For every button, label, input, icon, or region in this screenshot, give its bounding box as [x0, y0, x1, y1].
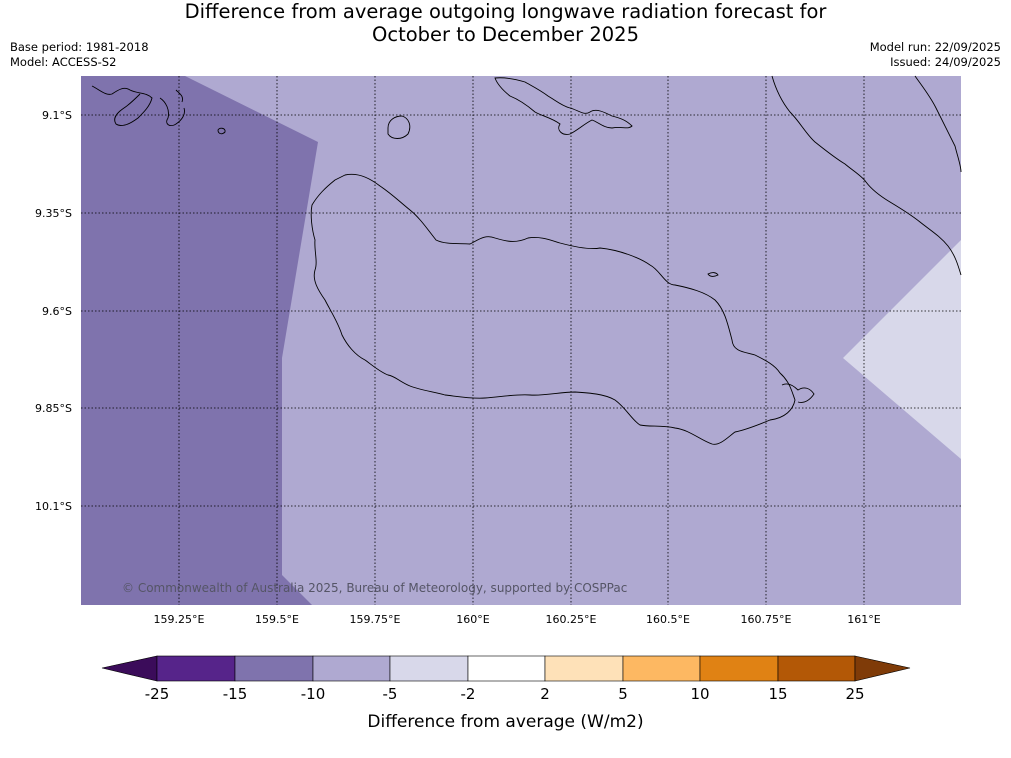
lat-label: 9.35°S — [35, 207, 72, 220]
lon-label: 160.75°E — [741, 613, 792, 626]
colorbar-label: Difference from average (W/m2) — [367, 712, 644, 732]
colorbar-tick: -10 — [301, 685, 326, 703]
lat-label: 10.1°S — [35, 500, 72, 513]
meta-right: Model run: 22/09/2025 Issued: 24/09/2025 — [870, 40, 1001, 70]
colorbar-segment — [622, 655, 701, 682]
lon-label: 160.5°E — [646, 613, 690, 626]
colorbar-extend-high — [854, 655, 911, 682]
coastline-russell-islands — [91, 85, 185, 127]
lon-label: 159.25°E — [154, 613, 205, 626]
coastline-malaita — [771, 75, 962, 276]
coastlines — [91, 75, 962, 445]
coastline-small-island-2 — [707, 272, 719, 277]
colorbar-segment — [156, 655, 236, 682]
coastline-guadalcanal — [310, 173, 796, 445]
title-line-2: October to December 2025 — [372, 23, 639, 46]
lon-label: 161°E — [847, 613, 880, 626]
colorbar-segment — [234, 655, 314, 682]
colorbar-ticks: -25 -15 -10 -5 -2 2 5 10 15 25 — [145, 685, 865, 703]
coastline-gela-islands — [494, 77, 633, 135]
colorbar-segment — [312, 655, 391, 682]
lat-label: 9.85°S — [35, 402, 72, 415]
coastline-small-island-1 — [217, 127, 226, 135]
lat-label: 9.6°S — [42, 305, 72, 318]
colorbar-tick: -5 — [383, 685, 398, 703]
lon-label: 159.5°E — [255, 613, 299, 626]
colorbar-tick: -2 — [461, 685, 476, 703]
lon-label: 160.25°E — [546, 613, 597, 626]
colorbar-tick: 25 — [845, 685, 864, 703]
colorbar-segment — [467, 655, 546, 682]
copyright-notice: © Commonwealth of Australia 2025, Bureau… — [122, 581, 627, 595]
colorbar-extend-low — [101, 655, 158, 682]
lat-label: 9.1°S — [42, 109, 72, 122]
lon-label: 160°E — [456, 613, 489, 626]
title-line-1: Difference from average outgoing longwav… — [184, 0, 827, 23]
colorbar-tick: -15 — [223, 685, 248, 703]
colorbar — [101, 655, 911, 682]
issued-date: Issued: 24/09/2025 — [890, 55, 1001, 69]
region-strong-negative — [81, 76, 318, 605]
region-weak-negative — [843, 240, 961, 459]
lon-labels: 159.25°E 159.5°E 159.75°E 160°E 160.25°E… — [154, 613, 881, 626]
colorbar-tick: 10 — [690, 685, 709, 703]
coastline-marau-islets — [781, 383, 815, 403]
model-name: Model: ACCESS-S2 — [10, 55, 117, 69]
colorbar-tick: 2 — [540, 685, 550, 703]
map-title: Difference from average outgoing longwav… — [0, 0, 1011, 46]
colorbar-segment — [544, 655, 624, 682]
graticule — [81, 76, 961, 605]
coastline-savo-island — [387, 115, 411, 139]
coastline-malaita-north — [914, 75, 962, 173]
colorbar-segment — [777, 655, 856, 682]
meta-left: Base period: 1981-2018 Model: ACCESS-S2 — [10, 40, 149, 70]
colorbar-segment — [389, 655, 469, 682]
base-period: Base period: 1981-2018 — [10, 40, 149, 54]
model-run: Model run: 22/09/2025 — [869, 40, 1001, 54]
colorbar-tick: -25 — [145, 685, 170, 703]
lon-label: 159.75°E — [350, 613, 401, 626]
colorbar-segment — [699, 655, 779, 682]
colorbar-tick: 5 — [618, 685, 628, 703]
colorbar-tick: 15 — [768, 685, 787, 703]
lat-labels: 9.1°S 9.35°S 9.6°S 9.85°S 10.1°S — [35, 109, 72, 513]
